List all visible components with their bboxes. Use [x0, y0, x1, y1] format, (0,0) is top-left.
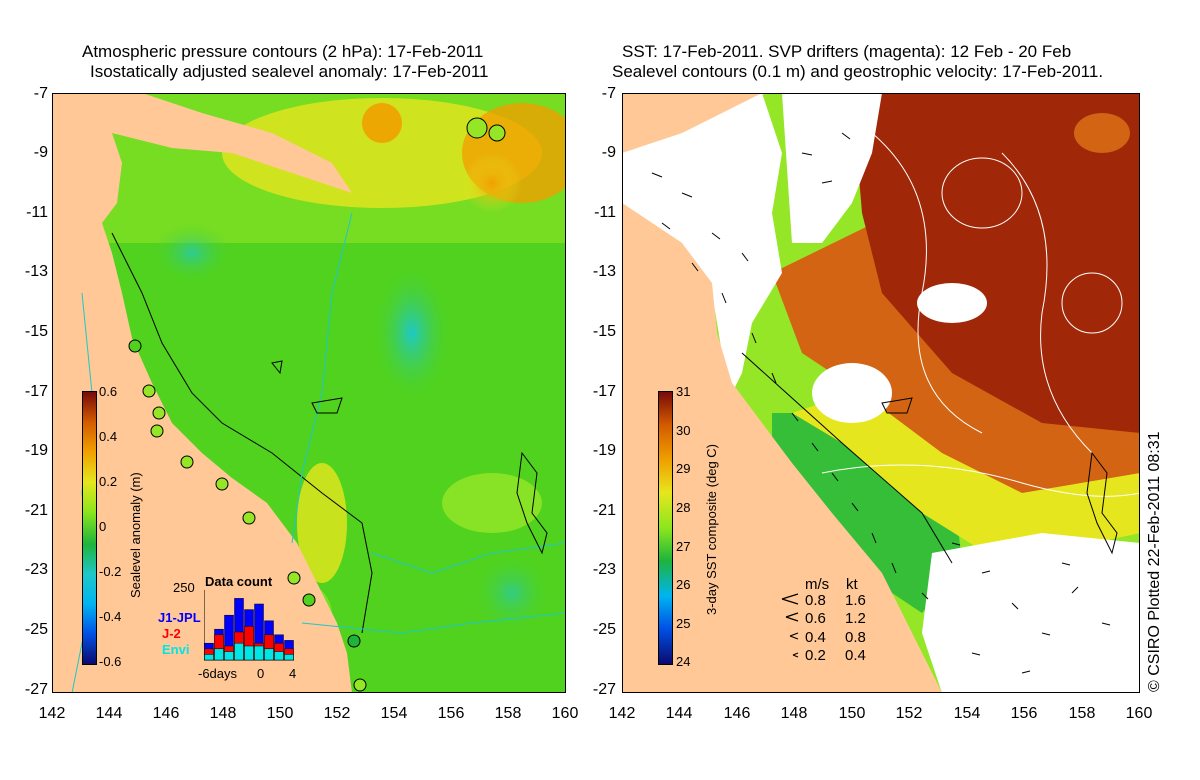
sst-colorbar-tick: 29: [676, 461, 691, 476]
right-y-tick: -13: [592, 263, 616, 280]
right-y-tick: -7: [601, 85, 616, 102]
inset-ymax-label: 250: [173, 580, 195, 595]
right-x-tick: 150: [838, 705, 866, 722]
velocity-key-ms: 0.6: [805, 610, 826, 627]
inset-x-label: -6days: [198, 666, 238, 681]
velocity-key-header-ms: m/s: [805, 576, 830, 593]
sst-colorbar: [658, 391, 673, 665]
inset-bar-envi: [214, 648, 224, 661]
left-y-tick: -17: [24, 383, 48, 400]
left-y-tick: -25: [24, 621, 48, 638]
left-y-tick: -7: [33, 85, 48, 102]
velocity-key-ms: 0.2: [805, 647, 826, 664]
sealevel-colorbar-tick: -0.2: [99, 564, 122, 579]
sst-colorbar-tick: 28: [676, 500, 691, 515]
right-x-tick: 148: [780, 705, 808, 722]
velocity-key-ms: 0.4: [805, 629, 826, 646]
inset-bar-envi: [204, 654, 214, 661]
sealevel-colorbar: [82, 391, 97, 665]
data-count-chart: [204, 590, 294, 661]
sst-colorbar-tick: 24: [676, 654, 691, 669]
left-x-tick: 150: [266, 705, 294, 722]
left-x-tick: 148: [209, 705, 237, 722]
right-x-tick: 142: [608, 705, 636, 722]
inset-bar-envi: [264, 648, 274, 661]
left-x-tick: 142: [38, 705, 66, 722]
right-x-tick: 146: [723, 705, 751, 722]
left-x-tick: 152: [323, 705, 351, 722]
left-x-tick: 156: [437, 705, 465, 722]
inset-bar-envi: [244, 645, 254, 661]
sst-colorbar-tick: 25: [676, 616, 691, 631]
sealevel-colorbar-tick: 0.6: [99, 384, 118, 399]
inset-title: Data count: [205, 574, 273, 589]
left-y-tick: -11: [26, 204, 48, 221]
velocity-key-kt: 0.8: [845, 629, 866, 646]
sealevel-colorbar-label: Sealevel anomaly (m): [128, 472, 143, 598]
sealevel-colorbar-tick: 0.2: [99, 474, 118, 489]
right-y-tick: -25: [592, 621, 616, 638]
right-title-line2: Sealevel contours (0.1 m) and geostrophi…: [612, 62, 1104, 81]
inset-legend-j1: J1-JPL: [158, 610, 201, 625]
inset-bar-envi: [234, 642, 244, 661]
right-y-tick: -11: [594, 204, 616, 221]
left-y-tick: -15: [24, 323, 48, 340]
right-y-tick: -17: [592, 383, 616, 400]
right-x-tick: 152: [895, 705, 923, 722]
left-title-line2: Isostatically adjusted sealevel anomaly:…: [90, 62, 489, 81]
left-y-tick: -27: [24, 681, 48, 698]
sealevel-colorbar-tick: -0.4: [99, 609, 122, 624]
velocity-key-kt: 1.6: [845, 592, 866, 609]
right-y-tick: -15: [592, 323, 616, 340]
left-x-tick: 160: [551, 705, 579, 722]
velocity-key-kt: 1.2: [845, 610, 866, 627]
sealevel-anomaly-map[interactable]: [52, 93, 566, 693]
sealevel-colorbar-tick: -0.6: [99, 654, 122, 669]
right-x-tick: 156: [1010, 705, 1038, 722]
left-y-tick: -9: [33, 144, 48, 161]
right-y-tick: -23: [592, 561, 616, 578]
left-x-tick: 154: [380, 705, 408, 722]
inset-bar-envi: [254, 645, 264, 661]
left-y-tick: -21: [24, 502, 48, 519]
velocity-key-kt: 0.4: [845, 647, 866, 664]
right-x-tick: 154: [953, 705, 981, 722]
inset-axis: [204, 590, 294, 661]
sst-colorbar-tick: 26: [676, 577, 691, 592]
inset-bar-envi: [224, 651, 234, 661]
right-title-line1: SST: 17-Feb-2011. SVP drifters (magenta)…: [622, 42, 1072, 61]
inset-legend-j2: J-2: [162, 626, 181, 641]
left-y-tick: -13: [24, 263, 48, 280]
right-x-tick: 160: [1125, 705, 1153, 722]
right-x-tick: 158: [1068, 705, 1096, 722]
right-y-tick: -21: [592, 502, 616, 519]
right-y-tick: -19: [592, 442, 616, 459]
right-y-tick: -27: [592, 681, 616, 698]
left-x-tick: 146: [152, 705, 180, 722]
left-x-tick: 144: [95, 705, 123, 722]
right-x-tick: 144: [665, 705, 693, 722]
left-title-line1: Atmospheric pressure contours (2 hPa): 1…: [82, 42, 484, 61]
velocity-key-ms: 0.8: [805, 592, 826, 609]
inset-bar-envi: [284, 654, 294, 661]
sealevel-colorbar-tick: 0.4: [99, 429, 118, 444]
sealevel-colorbar-tick: 0: [99, 519, 107, 534]
inset-bar-envi: [274, 651, 284, 661]
velocity-key-header-kt: kt: [846, 576, 858, 593]
inset-x-label: 4: [289, 666, 297, 681]
inset-legend-envi: Envi: [162, 642, 190, 657]
sst-colorbar-label: 3-day SST composite (deg C): [704, 444, 719, 615]
left-y-tick: -19: [24, 442, 48, 459]
right-y-tick: -9: [601, 144, 616, 161]
sst-colorbar-tick: 31: [676, 384, 691, 399]
left-y-tick: -23: [24, 561, 48, 578]
sst-colorbar-tick: 30: [676, 423, 691, 438]
sst-colorbar-tick: 27: [676, 539, 691, 554]
left-x-tick: 158: [494, 705, 522, 722]
credit-text: © CSIRO Plotted 22-Feb-2011 08:31: [1146, 431, 1163, 692]
inset-x-label: 0: [257, 666, 265, 681]
sst-map[interactable]: [622, 93, 1140, 693]
